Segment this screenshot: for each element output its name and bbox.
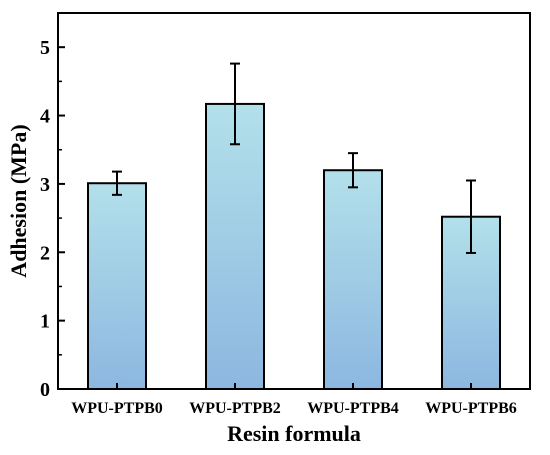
bar-wpu-ptpb4 — [323, 169, 383, 390]
y-tick-label: 5 — [40, 37, 50, 59]
x-tick-label: WPU-PTPB6 — [425, 400, 517, 417]
x-axis-title: Resin formula — [227, 421, 361, 446]
x-tick-label: WPU-PTPB4 — [307, 400, 399, 417]
y-axis: 0 1 2 3 4 5 — [40, 37, 65, 401]
y-tick-label: 3 — [40, 174, 50, 196]
bar-wpu-ptpb0 — [87, 182, 147, 390]
y-tick-label: 2 — [40, 242, 50, 264]
x-tick-label: WPU-PTPB2 — [189, 400, 281, 417]
errorbars-layer — [112, 62, 476, 254]
x-axis: WPU-PTPB0 WPU-PTPB2 WPU-PTPB4 WPU-PTPB6 — [71, 383, 517, 417]
bar-wpu-ptpb2 — [205, 102, 265, 390]
y-tick-label: 0 — [40, 379, 50, 401]
plot-frame — [57, 12, 531, 390]
y-axis-title: Adhesion (MPa) — [6, 124, 31, 277]
y-tick-label: 1 — [40, 311, 50, 333]
bars-layer — [87, 102, 501, 390]
y-tick-label: 4 — [40, 106, 50, 128]
x-tick-label: WPU-PTPB0 — [71, 400, 163, 417]
